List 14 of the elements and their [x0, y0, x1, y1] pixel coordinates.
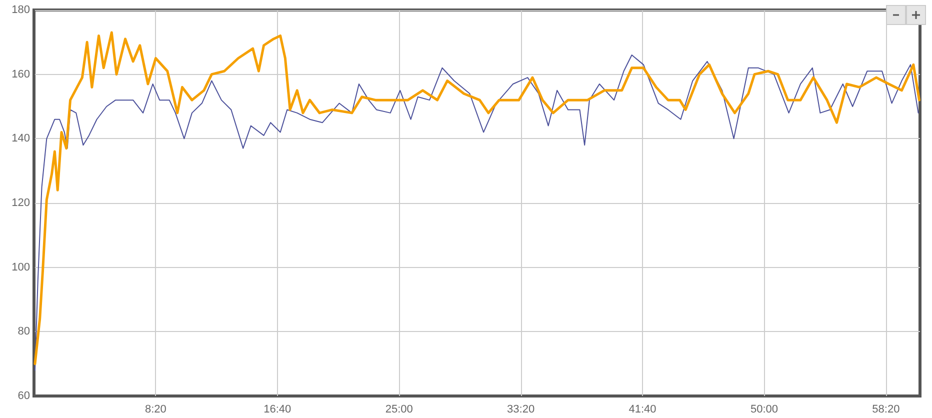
x-tick-label: 16:40	[264, 404, 292, 416]
x-tick-label: 33:20	[507, 404, 535, 416]
y-tick-label: 80	[18, 326, 30, 338]
y-tick-label: 140	[12, 132, 30, 145]
y-tick-label: 180	[12, 4, 30, 16]
y-tick-label: 60	[18, 390, 30, 402]
x-tick-label: 41:40	[628, 404, 656, 416]
x-tick-label: 25:00	[385, 404, 413, 416]
y-tick-label: 100	[12, 261, 30, 274]
y-tick-label: 160	[12, 68, 30, 80]
x-tick-label: 8:20	[144, 404, 166, 416]
x-tick-label: 58:20	[872, 404, 900, 416]
y-tick-label: 120	[12, 197, 30, 209]
x-tick-label: 50:00	[750, 404, 778, 416]
